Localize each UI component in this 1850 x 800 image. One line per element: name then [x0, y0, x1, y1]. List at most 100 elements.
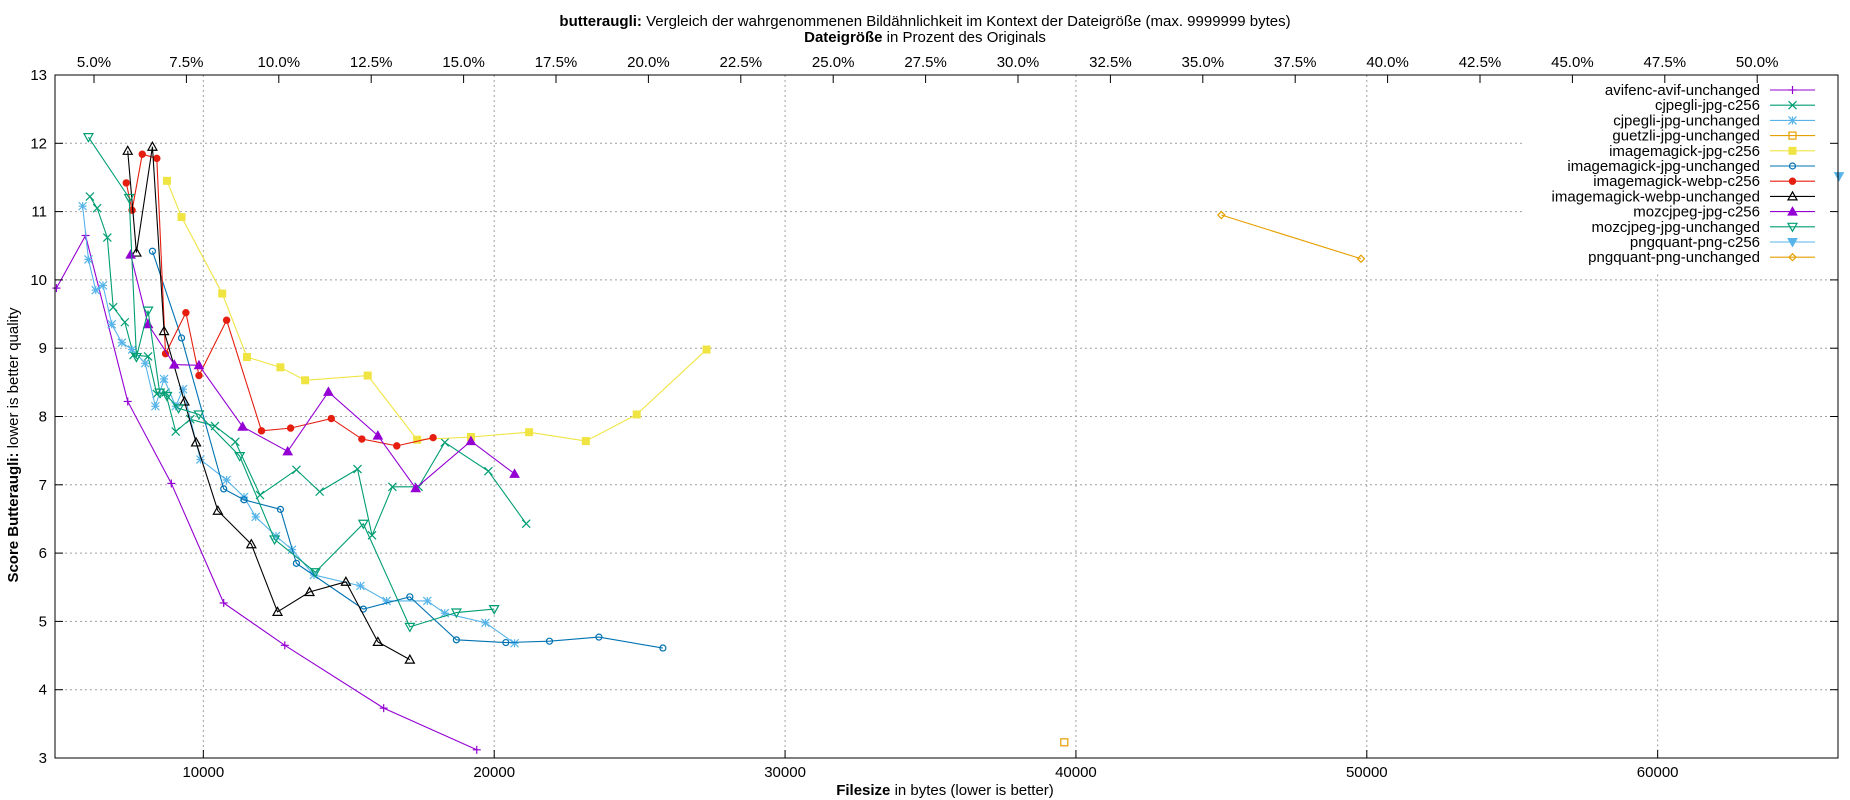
series-line	[127, 146, 411, 661]
x-tick-label: 30000	[764, 764, 806, 781]
data-point	[92, 203, 102, 213]
x2-tick-label: 42.5%	[1459, 54, 1502, 71]
legend-label: cjpegli-jpg-unchanged	[1613, 112, 1760, 129]
series-avifenc-avif-unchanged	[52, 231, 481, 754]
data-point	[127, 345, 137, 354]
series-line	[130, 254, 515, 490]
data-point	[659, 644, 667, 652]
y-tick-label: 10	[30, 272, 47, 289]
y-tick-label: 13	[30, 67, 47, 84]
data-point	[632, 410, 641, 419]
x-tick-label: 20000	[473, 764, 515, 781]
y-axis-title: Score Butteraugli: lower is better quali…	[5, 307, 22, 583]
data-point	[355, 581, 365, 591]
data-point	[465, 435, 477, 446]
legend-item: mozcjpeg-jpg-c256	[1633, 204, 1815, 221]
series-cjpegli-jpg-unchanged	[78, 201, 519, 648]
series-line	[87, 136, 495, 628]
data-point	[140, 358, 150, 368]
data-point	[78, 201, 88, 211]
chart-title-bold: butteraugli:	[559, 13, 642, 30]
data-point	[595, 633, 603, 641]
data-point	[581, 437, 590, 446]
data-point	[158, 325, 170, 336]
series-line	[55, 234, 477, 751]
data-point	[122, 145, 134, 155]
data-point	[379, 704, 388, 713]
data-point	[282, 445, 294, 456]
data-point	[387, 482, 397, 492]
data-point	[234, 452, 246, 462]
data-point	[488, 605, 500, 615]
legend-label: mozcjpeg-jpg-unchanged	[1592, 219, 1760, 236]
data-point	[404, 653, 416, 664]
data-point	[107, 319, 117, 329]
x2-tick-label: 50.0%	[1736, 54, 1779, 71]
legend: avifenc-avif-unchangedcjpegli-jpg-c256cj…	[1552, 82, 1815, 266]
data-point	[123, 397, 132, 406]
data-point	[372, 430, 384, 440]
legend-label: pngquant-png-unchanged	[1588, 249, 1760, 266]
data-point	[545, 637, 554, 645]
data-point	[85, 192, 95, 201]
data-point	[303, 586, 316, 597]
data-point	[410, 482, 422, 493]
data-point	[153, 154, 161, 163]
data-point	[286, 424, 295, 432]
y-tick-label: 3	[39, 750, 47, 767]
data-point	[168, 359, 180, 369]
data-point	[323, 386, 334, 396]
data-point	[372, 636, 384, 646]
x-tick-label: 60000	[1637, 764, 1679, 781]
legend-item: imagemagick-jpg-unchanged	[1567, 158, 1815, 175]
y-tick-label: 4	[39, 682, 47, 699]
x2-tick-label: 25.0%	[812, 54, 855, 71]
data-point	[452, 636, 460, 644]
x2-tick-label: 20.0%	[627, 54, 670, 71]
data-point	[413, 435, 422, 444]
data-point	[210, 421, 220, 431]
data-point	[301, 376, 310, 385]
legend-marker	[1788, 177, 1797, 185]
x2-axis-title-bold: Dateigröße	[804, 29, 882, 46]
x2-tick-label: 10.0%	[258, 54, 301, 71]
data-point	[327, 414, 336, 423]
series-imagemagick-jpg-c256	[162, 176, 711, 446]
x-axis-title-rest: in bytes (lower is better)	[890, 782, 1053, 799]
data-point	[481, 618, 490, 628]
series-cjpegli-jpg-c256	[85, 192, 531, 540]
legend-item: guetzli-jpg-unchanged	[1612, 128, 1815, 145]
legend-label: imagemagick-jpg-c256	[1609, 143, 1760, 160]
data-point	[257, 427, 266, 435]
data-point	[357, 519, 369, 530]
data-point	[291, 465, 301, 475]
series-line	[1221, 214, 1362, 260]
data-point	[315, 487, 325, 497]
data-point	[146, 140, 158, 151]
x2-tick-label: 5.0%	[77, 54, 111, 71]
data-point	[1356, 254, 1366, 264]
series-layer	[52, 133, 1845, 754]
data-point	[363, 371, 372, 380]
x2-tick-label: 22.5%	[720, 54, 763, 71]
legend-marker	[1788, 131, 1797, 140]
data-point	[269, 535, 281, 546]
data-point	[406, 593, 414, 601]
data-point	[159, 374, 169, 384]
series-imagemagick-webp-unchanged	[122, 140, 416, 664]
data-point	[237, 421, 248, 431]
legend-item: imagemagick-jpg-c256	[1609, 143, 1815, 160]
series-pngquant-png-unchanged	[1217, 210, 1366, 264]
data-point	[510, 638, 519, 648]
x2-tick-label: 7.5%	[169, 54, 203, 71]
x-axis-title: Filesize in bytes (lower is better)	[836, 782, 1054, 799]
x2-tick-label: 35.0%	[1182, 54, 1225, 71]
legend-item: imagemagick-webp-unchanged	[1552, 188, 1815, 205]
legend-marker	[1786, 190, 1799, 201]
series-line	[166, 180, 707, 442]
series-mozcjpeg-jpg-unchanged	[82, 133, 500, 633]
x2-axis-title: Dateigröße in Prozent des Originals	[804, 29, 1046, 46]
x2-tick-label: 12.5%	[350, 54, 393, 71]
legend-marker	[1788, 115, 1797, 125]
